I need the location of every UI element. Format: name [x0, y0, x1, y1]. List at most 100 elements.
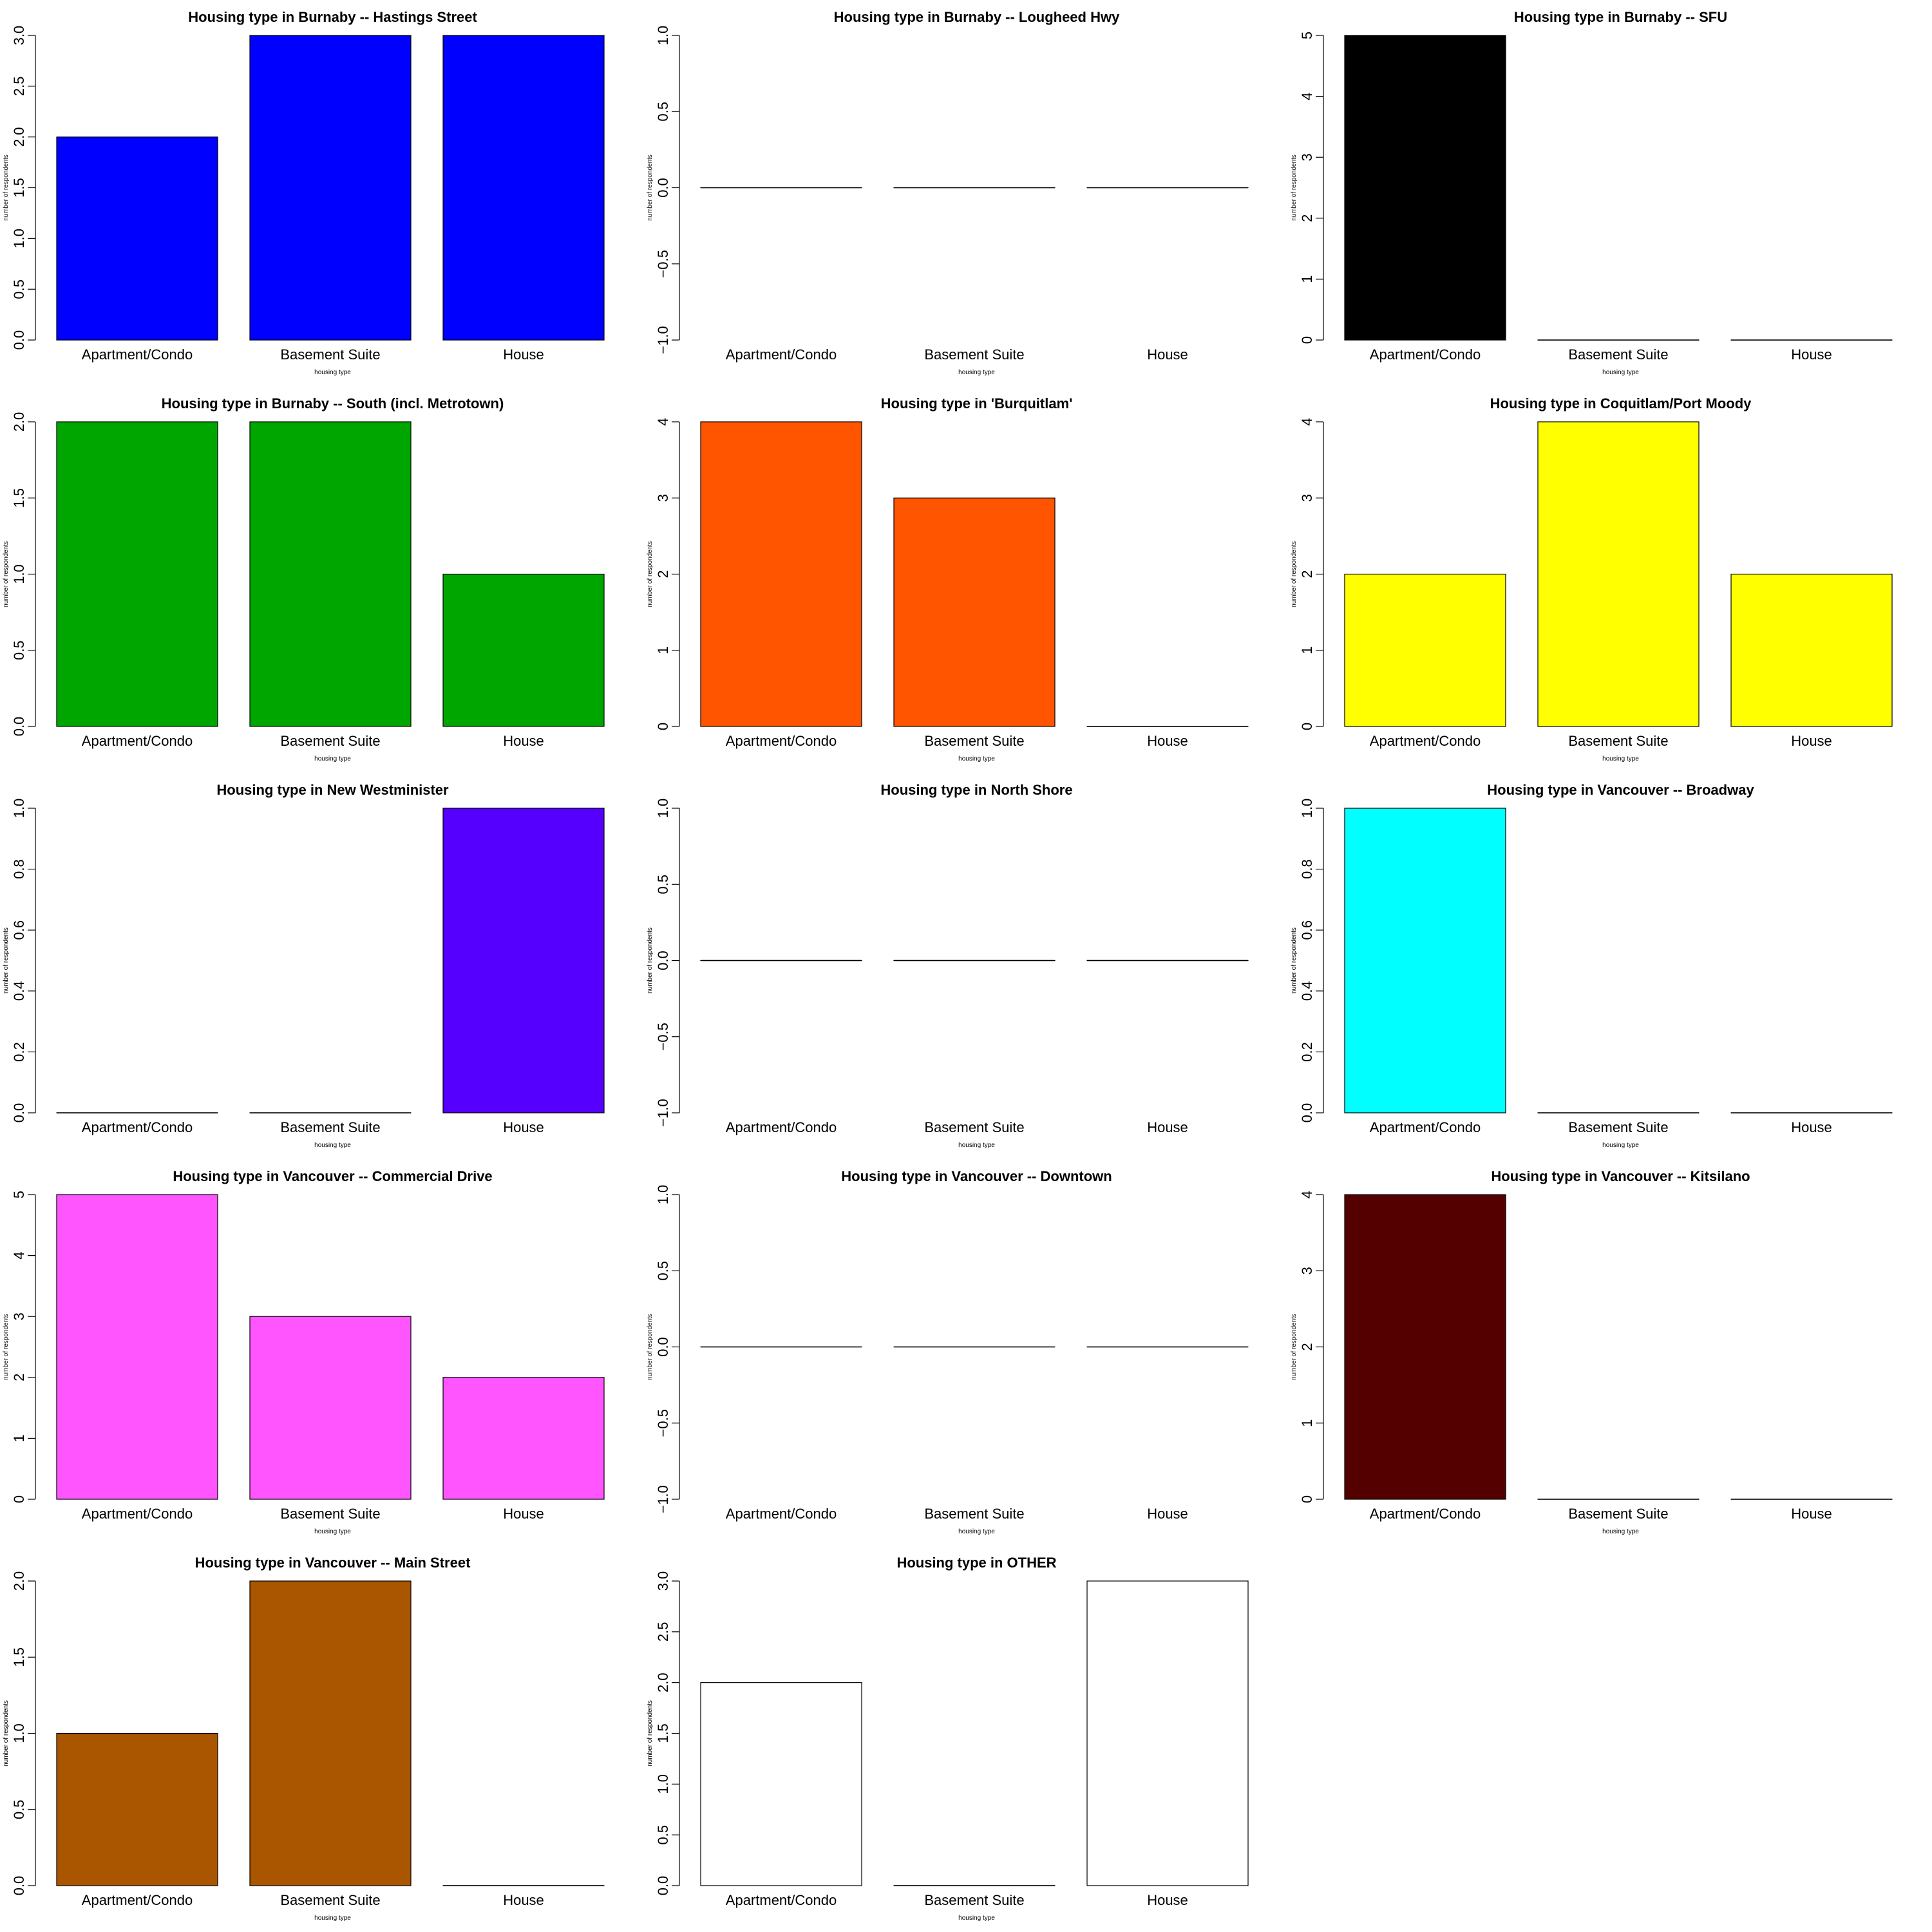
category-label: House	[503, 1506, 544, 1522]
category-label: Apartment/Condo	[726, 1506, 837, 1522]
y-tick-label: 2.0	[11, 127, 27, 147]
chart-title: Housing type in New Westminister	[216, 782, 449, 798]
category-label: Basement Suite	[280, 733, 380, 749]
category-label: Basement Suite	[280, 1119, 380, 1135]
y-tick-label: −0.5	[655, 250, 671, 278]
bar	[1086, 1580, 1249, 1886]
category-label: House	[1147, 733, 1188, 749]
chart-panel: Housing type in Vancouver -- Broadway 0.0…	[1291, 782, 1893, 1149]
category-label: House	[1147, 346, 1188, 363]
y-tick-label: 0	[1299, 336, 1315, 344]
y-axis-title: number of respondents	[1291, 155, 1298, 221]
x-axis-title: housing type	[1602, 369, 1639, 376]
category-label: Basement Suite	[1568, 1506, 1668, 1522]
bar	[442, 1377, 605, 1500]
y-tick-label: 4	[1299, 92, 1315, 100]
y-tick-label: 0.0	[11, 717, 27, 737]
category-label: Apartment/Condo	[1370, 733, 1481, 749]
category-label: Basement Suite	[280, 1892, 380, 1908]
category-label: Basement Suite	[1568, 733, 1668, 749]
category-label: Apartment/Condo	[726, 733, 837, 749]
category-label: House	[1791, 1506, 1832, 1522]
y-tick-label: 0.6	[11, 920, 27, 940]
y-tick-label: 0.4	[11, 981, 27, 1001]
y-tick-label: 0.2	[1299, 1042, 1315, 1062]
y-tick-label: 1	[1299, 647, 1315, 654]
chart-panel: Housing type in 'Burquitlam' 0 1 2 3 4 number …	[647, 395, 1249, 762]
category-label: Basement Suite	[1568, 1119, 1668, 1135]
y-tick-label: 0.0	[655, 178, 671, 198]
x-axis-title: housing type	[1602, 1528, 1639, 1535]
y-tick-label: 3	[1299, 153, 1315, 161]
y-tick-label: 3	[1299, 1267, 1315, 1274]
x-axis-title: housing type	[958, 1528, 995, 1535]
y-tick-label: 1.0	[11, 1723, 27, 1743]
category-label: Basement Suite	[924, 1119, 1024, 1135]
y-tick-label: 4	[1299, 1191, 1315, 1198]
y-tick-label: 2	[655, 570, 671, 578]
bar	[1537, 421, 1700, 727]
bar	[249, 1580, 412, 1886]
y-tick-label: 0.0	[655, 1876, 671, 1896]
bar	[1344, 573, 1506, 727]
x-axis-title: housing type	[958, 369, 995, 376]
y-axis-title: number of respondents	[1291, 927, 1298, 994]
bar	[56, 137, 218, 341]
y-tick-label: 2	[11, 1374, 27, 1381]
bar	[893, 497, 1056, 727]
category-label: Apartment/Condo	[82, 1119, 193, 1135]
y-tick-label: 2	[1299, 1343, 1315, 1350]
y-tick-label: 0.0	[1299, 1103, 1315, 1123]
chart-title: Housing type in Burnaby -- South (incl. …	[162, 395, 504, 412]
category-label: Basement Suite	[280, 346, 380, 363]
y-tick-label: 1.0	[655, 799, 671, 819]
category-label: House	[1147, 1119, 1188, 1135]
category-label: Apartment/Condo	[1370, 346, 1481, 363]
category-label: Basement Suite	[924, 346, 1024, 363]
chart-title: Housing type in Coquitlam/Port Moody	[1490, 395, 1752, 412]
y-tick-label: −0.5	[655, 1023, 671, 1050]
y-tick-label: 0.0	[11, 330, 27, 350]
bar	[1730, 573, 1893, 727]
x-axis-title: housing type	[1602, 1142, 1639, 1149]
x-axis-title: housing type	[314, 1142, 351, 1149]
chart-title: Housing type in Vancouver -- Downtown	[841, 1168, 1112, 1184]
chart-title: Housing type in Burnaby -- SFU	[1514, 9, 1727, 25]
category-label: Apartment/Condo	[82, 1892, 193, 1908]
y-tick-label: 0.0	[655, 951, 671, 971]
y-tick-label: 1	[11, 1434, 27, 1442]
y-axis-title: number of respondents	[1291, 1314, 1298, 1380]
y-tick-label: 0.5	[11, 1799, 27, 1819]
chart-panel: Housing type in Burnaby -- Lougheed Hwy −…	[647, 9, 1249, 376]
y-tick-label: 1.0	[655, 1185, 671, 1205]
y-tick-label: 1.0	[655, 1774, 671, 1794]
y-tick-label: 0.8	[1299, 859, 1315, 879]
category-label: House	[1147, 1506, 1188, 1522]
y-axis-title: number of respondents	[1291, 541, 1298, 607]
chart-title: Housing type in Vancouver -- Broadway	[1487, 782, 1754, 798]
y-tick-label: 0.5	[655, 875, 671, 895]
chart-panel: Housing type in Burnaby -- South (incl. …	[3, 395, 605, 762]
y-tick-label: 0	[11, 1495, 27, 1503]
bar	[442, 35, 605, 341]
chart-title: Housing type in OTHER	[896, 1555, 1056, 1571]
category-label: House	[503, 346, 544, 363]
bar	[249, 421, 412, 727]
y-tick-label: 0.8	[11, 859, 27, 879]
y-tick-label: 3.0	[11, 26, 27, 46]
y-tick-label: 1.5	[655, 1723, 671, 1743]
category-label: Basement Suite	[1568, 346, 1668, 363]
y-axis-title: number of respondents	[3, 541, 10, 607]
y-tick-label: 0.5	[655, 1261, 671, 1281]
x-axis-title: housing type	[314, 1528, 351, 1535]
category-label: House	[503, 1119, 544, 1135]
y-axis-title: number of respondents	[647, 541, 654, 607]
category-label: House	[1147, 1892, 1188, 1908]
category-label: Apartment/Condo	[82, 1506, 193, 1522]
y-axis-title: number of respondents	[647, 155, 654, 221]
category-label: Basement Suite	[924, 1506, 1024, 1522]
chart-panel: Housing type in Vancouver -- Commercial …	[3, 1168, 605, 1535]
chart-title: Housing type in Burnaby -- Hastings Stre…	[188, 9, 477, 25]
y-tick-label: 1.0	[11, 799, 27, 819]
